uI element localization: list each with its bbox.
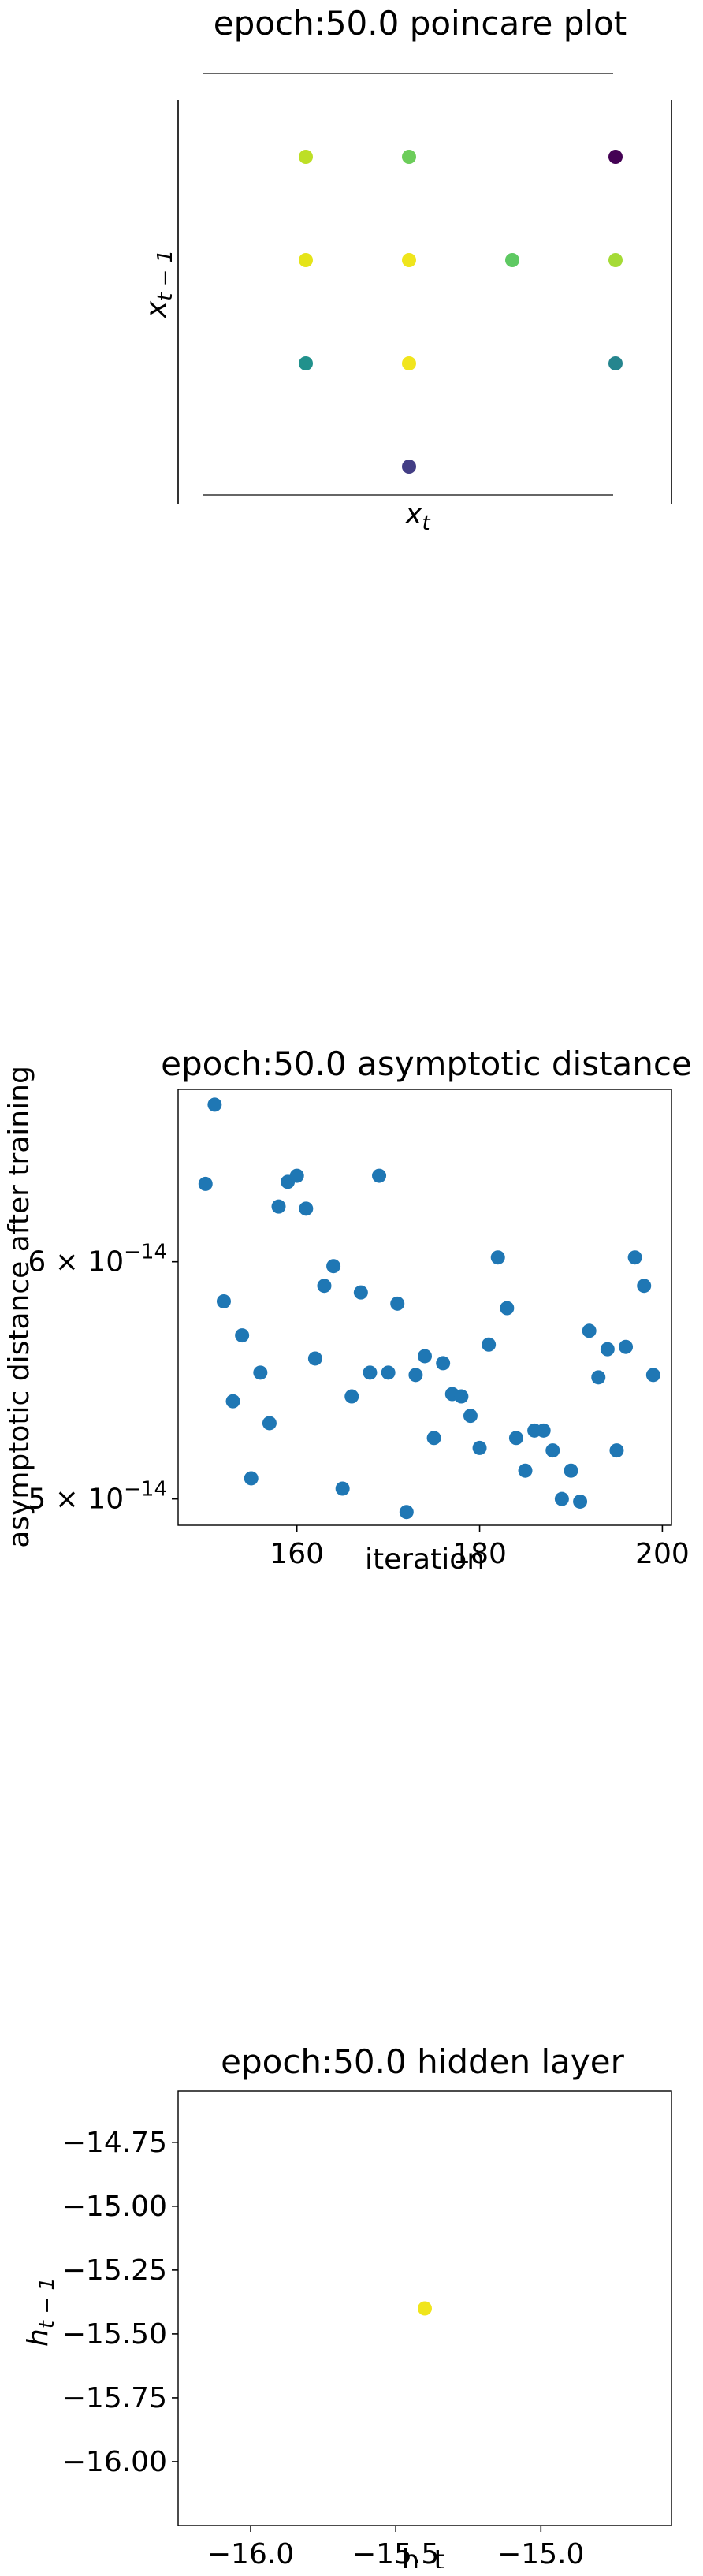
asymptotic-y-label: asymptotic distance after training xyxy=(3,1066,35,1548)
asymptotic-y-ticks: 6 × 10−14 5 × 10−14 xyxy=(28,1241,178,1516)
poincare-point-8 xyxy=(402,356,416,370)
poincare-y-label: xt − 1 xyxy=(140,250,177,318)
asymptotic-x-tick-label-2: 200 xyxy=(635,1538,690,1570)
asymptotic-x-label: iteration xyxy=(365,1543,485,1576)
hidden-layer-points xyxy=(418,2301,432,2316)
asymptotic-point-41 xyxy=(573,1494,588,1509)
asymptotic-point-6 xyxy=(253,1365,268,1380)
asymptotic-point-23 xyxy=(408,1368,423,1383)
asymptotic-point-34 xyxy=(508,1431,523,1446)
asymptotic-point-44 xyxy=(600,1342,615,1357)
asymptotic-point-33 xyxy=(500,1301,515,1316)
hidden-x-tick-label-0: −16.0 xyxy=(207,2538,294,2568)
asymptotic-point-35 xyxy=(518,1463,533,1478)
hidden-layer-y-label: ht − 1 xyxy=(22,2277,59,2347)
asymptotic-point-38 xyxy=(545,1443,560,1458)
poincare-x-label: xt xyxy=(404,498,430,535)
asymptotic-point-40 xyxy=(564,1463,578,1478)
poincare-point-3 xyxy=(299,253,313,267)
asymptotic-point-0 xyxy=(198,1176,213,1191)
hidden-layer-plot-area xyxy=(177,2090,672,2526)
hidden-layer-x-label: h_t xyxy=(402,2544,445,2568)
asymptotic-x-tick-label-0: 160 xyxy=(270,1538,324,1570)
hidden-layer-chart: epoch:50.0 hidden layer −16.0 −15.5 −15.0 … xyxy=(22,2042,672,2568)
asymptotic-point-7 xyxy=(262,1416,277,1431)
asymptotic-point-20 xyxy=(381,1365,396,1380)
asymptotic-x-ticks: 160 180 200 xyxy=(270,1525,690,1570)
asymptotic-point-29 xyxy=(463,1409,478,1424)
hidden-y-tick-label-5: −16.00 xyxy=(62,2446,167,2478)
asymptotic-point-32 xyxy=(490,1250,505,1265)
hidden-y-tick-label-3: −15.50 xyxy=(62,2318,167,2351)
poincare-point-7 xyxy=(299,356,313,370)
hidden-y-tick-label-1: −15.00 xyxy=(62,2191,167,2223)
asymptotic-point-46 xyxy=(619,1339,634,1354)
asymptotic-point-15 xyxy=(335,1481,350,1496)
asymptotic-point-47 xyxy=(627,1250,642,1265)
asymptotic-point-25 xyxy=(426,1431,441,1446)
hidden-x-tick-label-1: −15.5 xyxy=(352,2538,439,2568)
asymptotic-point-2 xyxy=(216,1294,231,1308)
asymptotic-point-16 xyxy=(344,1389,359,1404)
poincare-point-1 xyxy=(402,150,416,164)
asymptotic-point-22 xyxy=(399,1505,414,1520)
poincare-point-4 xyxy=(402,253,416,267)
asymptotic-point-30 xyxy=(472,1440,487,1455)
asymptotic-point-14 xyxy=(326,1259,341,1274)
poincare-point-2 xyxy=(608,150,623,164)
asymptotic-point-3 xyxy=(225,1394,240,1409)
asymptotic-point-21 xyxy=(390,1296,405,1311)
asymptotic-point-24 xyxy=(418,1349,432,1364)
asymptotic-point-18 xyxy=(363,1365,378,1380)
asymptotic-point-39 xyxy=(554,1491,569,1506)
asymptotic-point-45 xyxy=(609,1443,624,1458)
asymptotic-points xyxy=(198,1097,660,1520)
poincare-point-9 xyxy=(608,356,623,370)
hidden-y-tick-label-4: −15.75 xyxy=(62,2382,167,2414)
poincare-points xyxy=(299,150,623,474)
poincare-point-0 xyxy=(299,150,313,164)
hidden-layer-point-0 xyxy=(418,2301,432,2316)
asymptotic-point-1 xyxy=(207,1097,222,1112)
asymptotic-point-10 xyxy=(289,1168,304,1183)
asymptotic-point-5 xyxy=(244,1471,259,1486)
asymptotic-point-49 xyxy=(645,1368,660,1383)
hidden-layer-title: epoch:50.0 hidden layer xyxy=(221,2042,624,2081)
poincare-point-5 xyxy=(505,253,519,267)
asymptotic-y-tick-label-0: 6 × 10−14 xyxy=(28,1241,167,1279)
asymptotic-point-13 xyxy=(317,1279,332,1294)
asymptotic-distance-title: epoch:50.0 asymptotic distance xyxy=(161,1044,692,1083)
hidden-layer-y-ticks: −14.75 −15.00 −15.25 −15.50 −15.75 −16.00 xyxy=(62,2127,178,2478)
asymptotic-point-31 xyxy=(482,1337,497,1352)
hidden-layer-x-ticks: −16.0 −15.5 −15.0 xyxy=(207,2526,584,2568)
poincare-point-10 xyxy=(402,460,416,474)
asymptotic-point-12 xyxy=(307,1351,322,1366)
asymptotic-point-11 xyxy=(299,1201,314,1216)
asymptotic-point-42 xyxy=(582,1323,597,1338)
asymptotic-plot-area xyxy=(177,1089,672,1526)
poincare-point-6 xyxy=(608,253,623,267)
poincare-plot-chart: epoch:50.0 poincare plot xt xt − 1 xyxy=(140,4,672,535)
asymptotic-point-26 xyxy=(436,1356,451,1371)
asymptotic-point-48 xyxy=(637,1279,652,1294)
asymptotic-point-17 xyxy=(353,1285,368,1300)
asymptotic-distance-chart: epoch:50.0 asymptotic distance 160 180 200… xyxy=(3,1044,692,1576)
asymptotic-point-19 xyxy=(372,1168,387,1183)
poincare-plot-title: epoch:50.0 poincare plot xyxy=(214,4,627,43)
asymptotic-point-37 xyxy=(536,1423,551,1438)
asymptotic-point-8 xyxy=(271,1199,286,1214)
asymptotic-point-43 xyxy=(591,1370,606,1385)
hidden-y-tick-label-0: −14.75 xyxy=(62,2127,167,2159)
hidden-x-tick-label-2: −15.0 xyxy=(497,2538,584,2568)
asymptotic-y-tick-label-1: 5 × 10−14 xyxy=(28,1478,167,1516)
asymptotic-point-28 xyxy=(454,1389,469,1404)
asymptotic-x-tick-label-1: 180 xyxy=(452,1538,507,1570)
asymptotic-point-4 xyxy=(235,1328,250,1343)
hidden-y-tick-label-2: −15.25 xyxy=(62,2254,167,2287)
